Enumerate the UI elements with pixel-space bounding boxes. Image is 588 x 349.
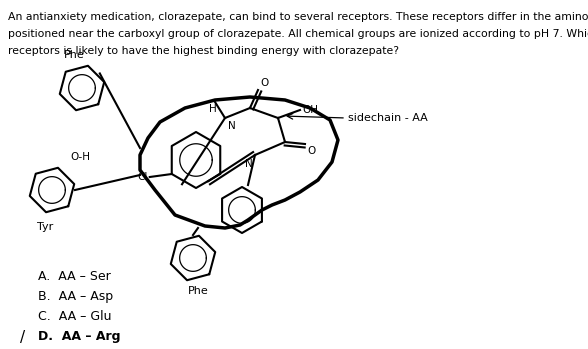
Text: N: N [228, 121, 236, 131]
Text: O: O [307, 146, 315, 156]
Text: receptors is likely to have the highest binding energy with clorazepate?: receptors is likely to have the highest … [8, 46, 399, 56]
Text: D.  AA – Arg: D. AA – Arg [38, 330, 121, 343]
Text: O-H: O-H [70, 152, 90, 162]
Text: B.  AA – Asp: B. AA – Asp [38, 290, 113, 303]
Text: Tyr: Tyr [37, 222, 54, 232]
Text: Cl: Cl [138, 172, 148, 182]
Text: An antianxiety medication, clorazepate, can bind to several receptors. These rec: An antianxiety medication, clorazepate, … [8, 12, 588, 22]
Text: C.  AA – Glu: C. AA – Glu [38, 310, 112, 323]
Text: A.  AA – Ser: A. AA – Ser [38, 270, 111, 283]
Text: O: O [260, 78, 268, 88]
Text: H: H [209, 104, 217, 114]
Text: sidechain - AA: sidechain - AA [348, 113, 427, 123]
Text: OH: OH [302, 105, 318, 115]
Text: Phe: Phe [188, 286, 208, 296]
Text: N: N [245, 159, 253, 169]
Text: Phe: Phe [64, 50, 85, 60]
Text: positioned near the carboxyl group of clorazepate. All chemical groups are ioniz: positioned near the carboxyl group of cl… [8, 29, 588, 39]
Text: /: / [20, 330, 25, 345]
